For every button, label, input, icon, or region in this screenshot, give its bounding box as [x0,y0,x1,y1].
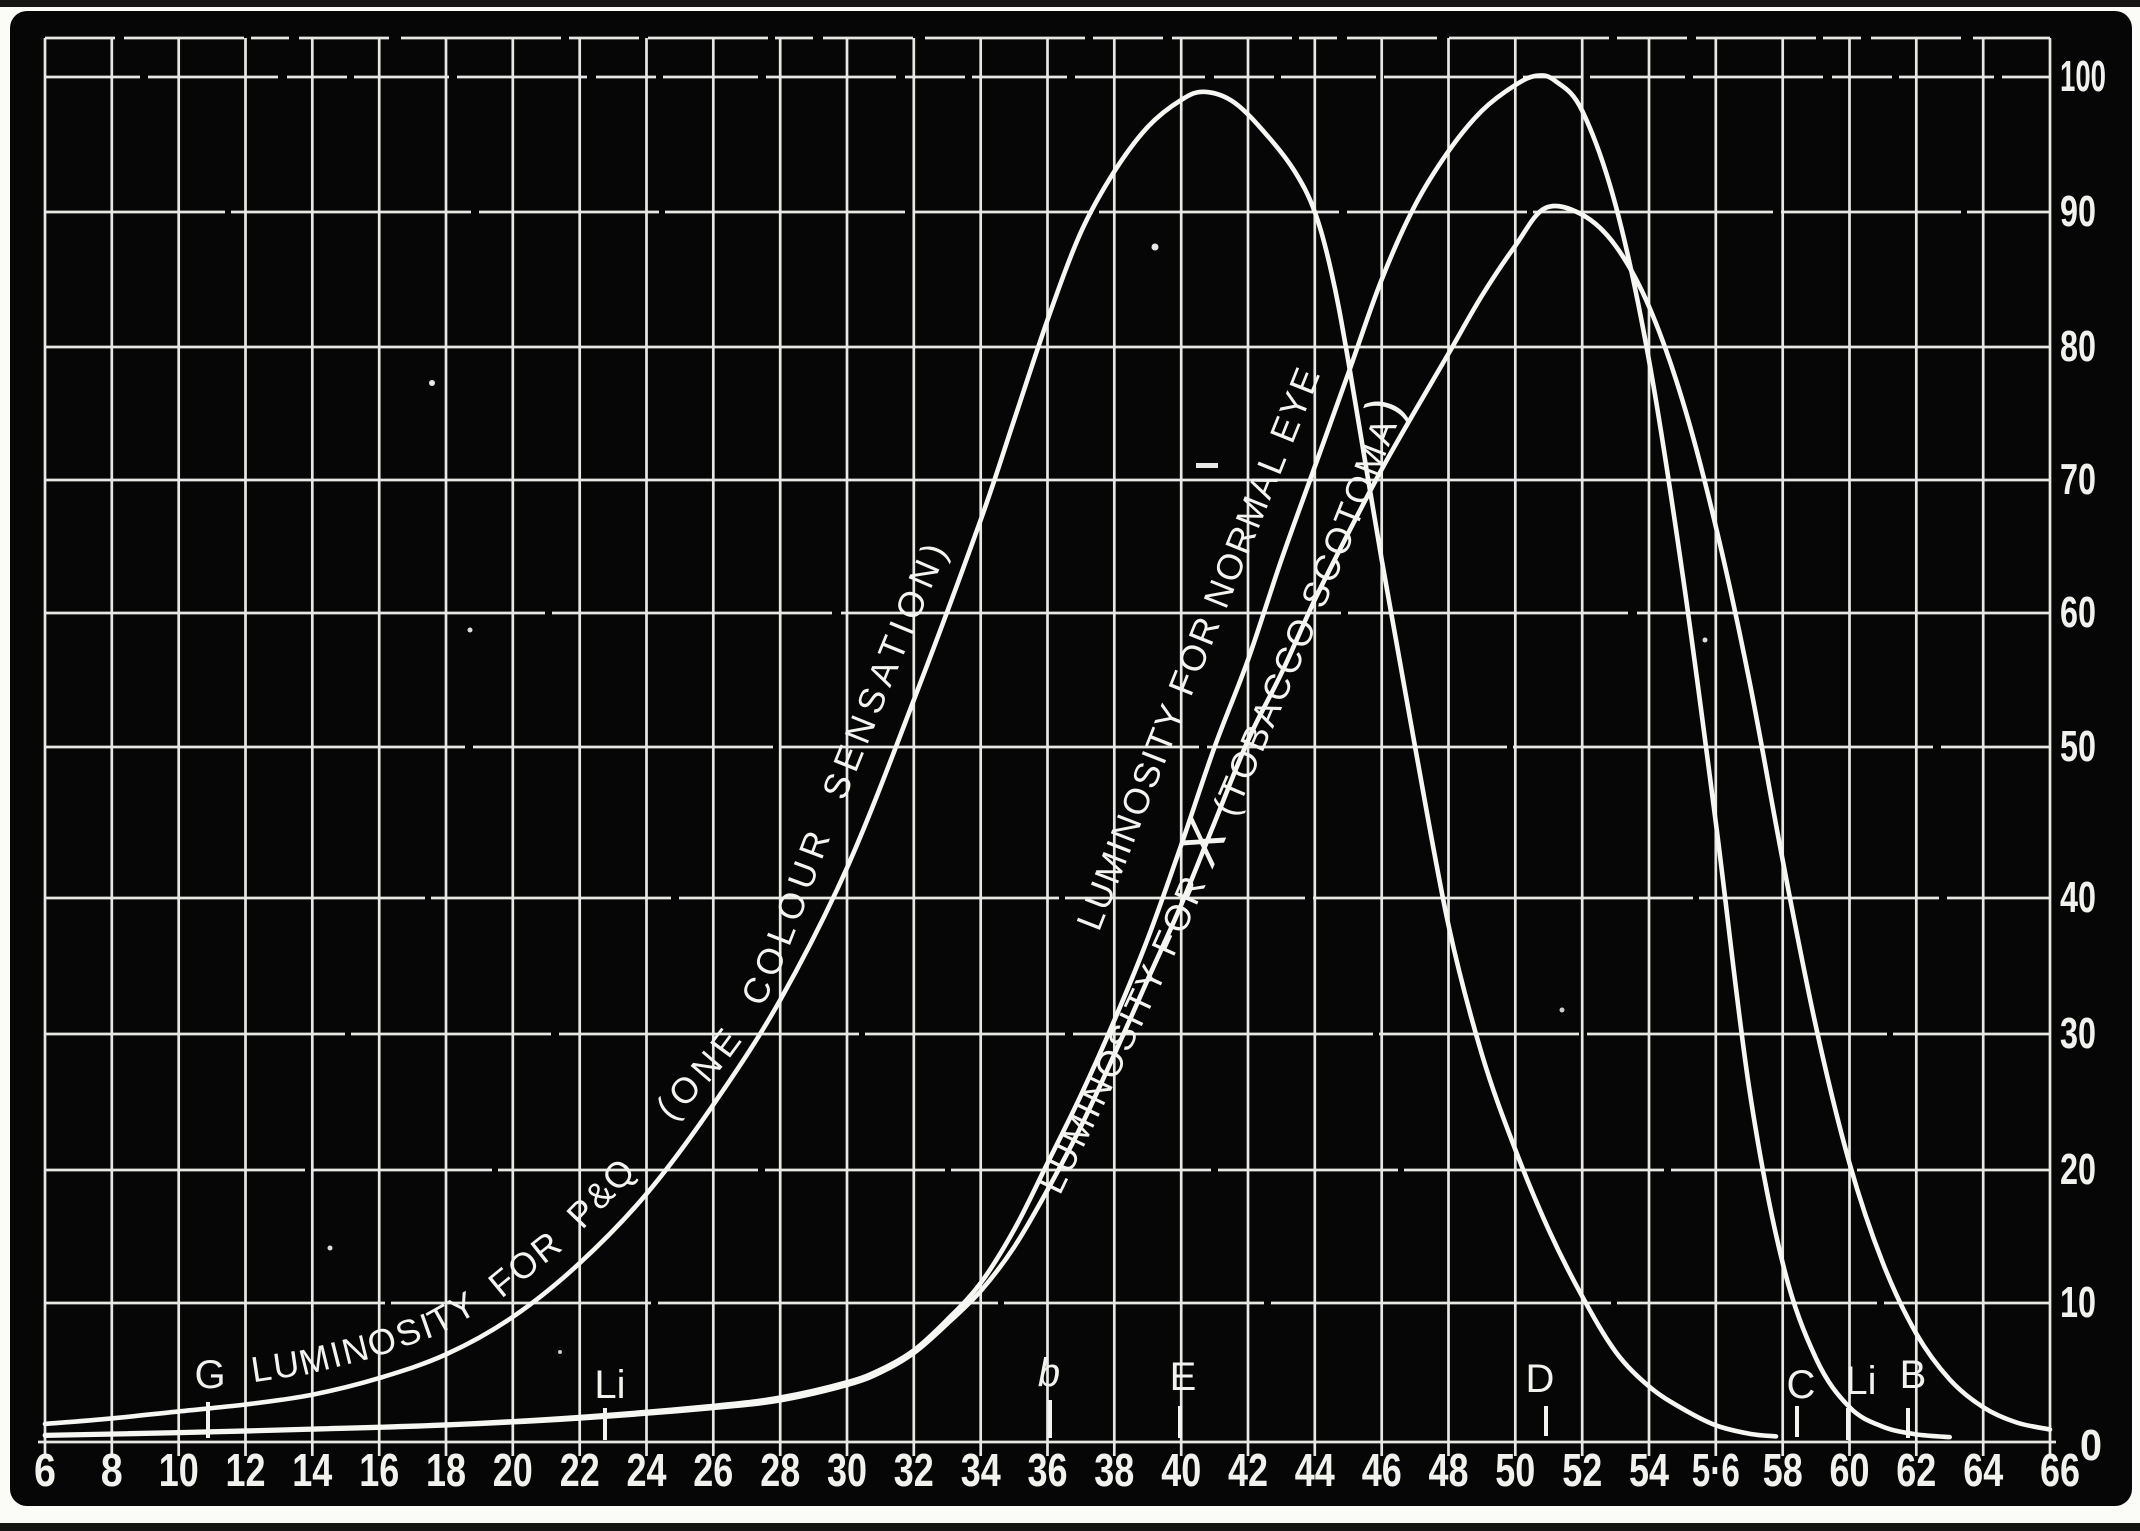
svg-text:48: 48 [1429,1444,1469,1496]
svg-text:G: G [194,1353,225,1397]
svg-text:50: 50 [1495,1444,1535,1496]
svg-text:60: 60 [1830,1444,1870,1496]
svg-text:60: 60 [2060,588,2096,637]
svg-text:26: 26 [693,1444,733,1496]
svg-text:64: 64 [1963,1444,2003,1496]
svg-text:24: 24 [627,1444,667,1496]
svg-text:80: 80 [2060,322,2096,371]
svg-text:B: B [1900,1353,1927,1397]
svg-text:0: 0 [2080,1421,2102,1470]
svg-text:18: 18 [426,1444,466,1496]
svg-text:30: 30 [2060,1009,2096,1058]
svg-text:40: 40 [2060,873,2096,922]
svg-text:62: 62 [1896,1444,1936,1496]
svg-text:20: 20 [2060,1145,2096,1194]
svg-text:E: E [1170,1355,1197,1399]
svg-text:14: 14 [292,1444,332,1496]
svg-text:12: 12 [226,1444,266,1496]
svg-text:b: b [1038,1351,1060,1395]
svg-text:28: 28 [760,1444,800,1496]
svg-text:70: 70 [2060,455,2096,504]
svg-text:Li: Li [1845,1359,1876,1403]
svg-text:54: 54 [1629,1444,1669,1496]
svg-text:34: 34 [961,1444,1001,1496]
svg-text:10: 10 [159,1444,199,1496]
svg-text:16: 16 [359,1444,399,1496]
svg-text:8: 8 [101,1444,123,1496]
svg-text:10: 10 [2060,1278,2096,1327]
svg-text:40: 40 [1161,1444,1201,1496]
svg-text:46: 46 [1362,1444,1402,1496]
svg-text:90: 90 [2060,187,2096,236]
svg-text:D: D [1526,1357,1555,1401]
svg-text:5·6: 5·6 [1692,1444,1740,1496]
svg-text:C: C [1787,1363,1816,1407]
svg-text:58: 58 [1763,1444,1803,1496]
svg-text:30: 30 [827,1444,867,1496]
svg-text:20: 20 [493,1444,533,1496]
svg-text:42: 42 [1228,1444,1268,1496]
svg-text:38: 38 [1094,1444,1134,1496]
svg-text:32: 32 [894,1444,934,1496]
svg-text:36: 36 [1028,1444,1068,1496]
svg-text:44: 44 [1295,1444,1335,1496]
svg-text:52: 52 [1562,1444,1602,1496]
svg-text:66: 66 [2040,1444,2080,1496]
svg-text:100: 100 [2060,52,2106,101]
svg-text:22: 22 [560,1444,600,1496]
svg-text:Li: Li [594,1363,625,1407]
svg-text:50: 50 [2060,722,2096,771]
svg-text:6: 6 [34,1444,56,1496]
